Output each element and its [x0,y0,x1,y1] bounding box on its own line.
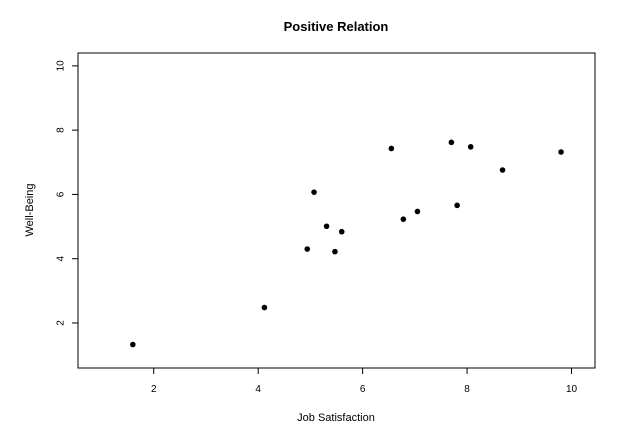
data-point [332,248,338,255]
plot-frame [77,52,596,369]
x-tick-label: 6 [360,384,366,395]
data-point [454,202,460,209]
y-tick-label: 4 [56,255,67,261]
data-point [261,304,268,311]
data-point [414,208,421,215]
y-axis-label: Well-Being [24,184,36,237]
data-points [130,139,564,348]
data-point [400,216,407,222]
data-point [499,167,506,173]
x-axis: 2 4 6 8 10 [151,368,578,395]
data-point [558,149,564,155]
x-tick-label: 10 [566,384,578,395]
data-point [323,223,330,230]
chart-title: Positive Relation [284,19,389,34]
data-point [311,189,317,195]
data-point [448,139,455,146]
data-point [388,145,395,152]
data-point [130,341,136,348]
x-tick-label: 2 [151,384,157,395]
y-axis: 2 4 6 8 10 [56,60,78,326]
data-point [467,144,474,150]
y-tick-label: 2 [56,320,67,326]
data-point [304,246,311,252]
x-tick-label: 4 [255,384,261,395]
x-axis-label: Job Satisfaction [297,412,375,424]
data-point [338,228,345,235]
y-tick-label: 8 [56,127,67,133]
y-tick-label: 10 [56,60,67,72]
x-tick-label: 8 [464,384,470,395]
y-tick-label: 6 [56,191,67,197]
